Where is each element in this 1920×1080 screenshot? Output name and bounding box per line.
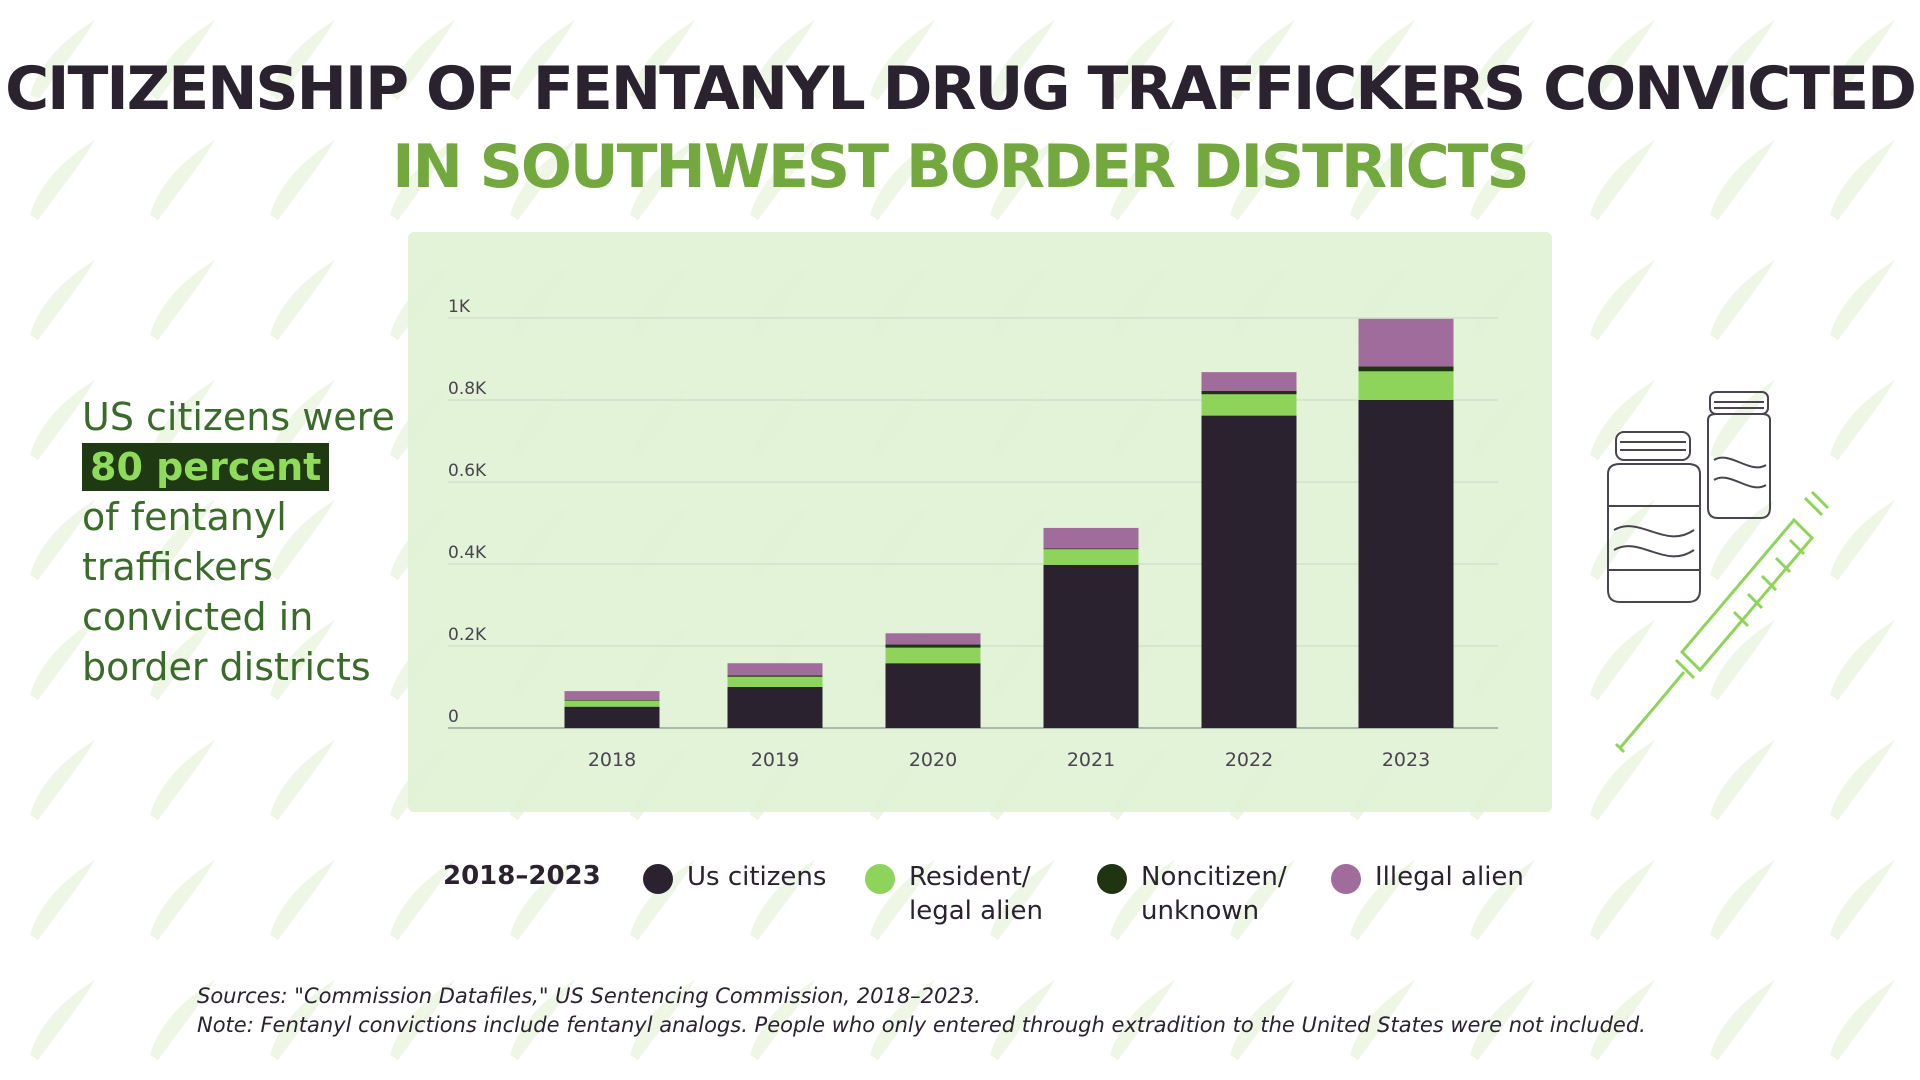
title-line-1: CITIZENSHIP OF FENTANYL DRUG TRAFFICKERS… xyxy=(5,54,1917,124)
medicine-bottles-syringe-illustration xyxy=(1607,391,1830,754)
x-tick-label: 2019 xyxy=(751,749,799,771)
callout-line-5: convicted in xyxy=(82,595,314,639)
bar-segment-noncitizen-unknown-2018 xyxy=(564,699,660,701)
legend-label: Us citizens xyxy=(687,862,827,892)
note-line: Note: Fentanyl convictions include fenta… xyxy=(197,1013,1646,1037)
callout-line-3: of fentanyl xyxy=(82,495,287,539)
bottle-icon xyxy=(1707,391,1771,519)
y-tick-label: 1K xyxy=(448,297,471,317)
legend-swatch-illegal-alien xyxy=(1331,864,1361,894)
title-line-2: IN SOUTHWEST BORDER DISTRICTS xyxy=(392,132,1530,202)
bar-segment-us-citizens-2022 xyxy=(1201,415,1297,728)
y-tick-label: 0 xyxy=(448,707,459,727)
bar-segment-illegal-alien-2018 xyxy=(564,691,660,700)
y-tick-label: 0.8K xyxy=(448,379,487,399)
x-tick-label: 2020 xyxy=(909,749,957,771)
bar-segment-noncitizen-unknown-2022 xyxy=(1201,390,1297,395)
legend-label: Noncitizen/ unknown xyxy=(1141,862,1287,926)
bar-segment-us-citizens-2019 xyxy=(727,687,823,728)
y-tick-label: 0.4K xyxy=(448,543,487,563)
bar-segment-resident-legal-alien-2022 xyxy=(1201,394,1297,416)
bottle-icon xyxy=(1607,431,1701,603)
callout-highlight: 80 percent xyxy=(82,443,330,491)
bar-segment-noncitizen-unknown-2020 xyxy=(885,644,981,648)
callout-line-4: traffickers xyxy=(82,545,273,589)
bar-segment-us-citizens-2023 xyxy=(1358,400,1454,728)
stacked-bar-chart: 0 0.2K 0.4K 0.6K 0.8K 1K 2018 2019 2020 2021 2022 2… xyxy=(448,297,1498,771)
bar-segment-illegal-alien-2019 xyxy=(727,663,823,676)
legend-period: 2018–2023 xyxy=(443,861,601,891)
bar-segment-resident-legal-alien-2021 xyxy=(1043,549,1139,565)
bar-segment-noncitizen-unknown-2023 xyxy=(1358,366,1454,372)
legend-label: Resident/ legal alien xyxy=(909,862,1043,926)
bar-segment-noncitizen-unknown-2021 xyxy=(1043,548,1139,550)
y-tick-label: 0.6K xyxy=(448,461,487,481)
callout-text: US citizens were 80 percent of fentanyl … xyxy=(82,392,422,692)
legend-swatch-resident xyxy=(865,864,895,894)
bar-segment-resident-legal-alien-2018 xyxy=(564,700,660,707)
bar-segment-illegal-alien-2022 xyxy=(1201,372,1297,391)
y-tick-label: 0.2K xyxy=(448,625,487,645)
x-tick-label: 2018 xyxy=(588,749,636,771)
callout-line-6: border districts xyxy=(82,645,371,689)
bar-segment-illegal-alien-2021 xyxy=(1043,527,1139,549)
bar-segment-us-citizens-2020 xyxy=(885,663,981,728)
legend-swatch-noncitizen xyxy=(1097,864,1127,894)
x-tick-label: 2021 xyxy=(1067,749,1115,771)
x-tick-label: 2022 xyxy=(1225,749,1273,771)
bar-segment-us-citizens-2018 xyxy=(564,706,660,728)
legend-label: Illegal alien xyxy=(1375,862,1524,892)
sources-note: Sources: "Commission Datafiles," US Sent… xyxy=(197,982,1897,1040)
legend: 2018–2023 Us citizens Resident/ legal al… xyxy=(443,856,1583,936)
callout-line-1: US citizens were xyxy=(82,395,395,439)
sources-line: Sources: "Commission Datafiles," US Sent… xyxy=(197,984,981,1008)
legend-swatch-us-citizens xyxy=(643,864,673,894)
chart-title: CITIZENSHIP OF FENTANYL DRUG TRAFFICKERS… xyxy=(0,50,1920,206)
bar-segment-us-citizens-2021 xyxy=(1043,564,1139,728)
bar-segment-resident-legal-alien-2023 xyxy=(1358,371,1454,400)
bar-segment-illegal-alien-2020 xyxy=(885,633,981,645)
bar-segment-illegal-alien-2023 xyxy=(1358,318,1454,367)
bar-segment-resident-legal-alien-2019 xyxy=(727,676,823,687)
bar-segment-resident-legal-alien-2020 xyxy=(885,647,981,664)
x-tick-label: 2023 xyxy=(1382,749,1430,771)
bar-segment-noncitizen-unknown-2019 xyxy=(727,675,823,677)
syringe-icon xyxy=(1614,490,1830,754)
